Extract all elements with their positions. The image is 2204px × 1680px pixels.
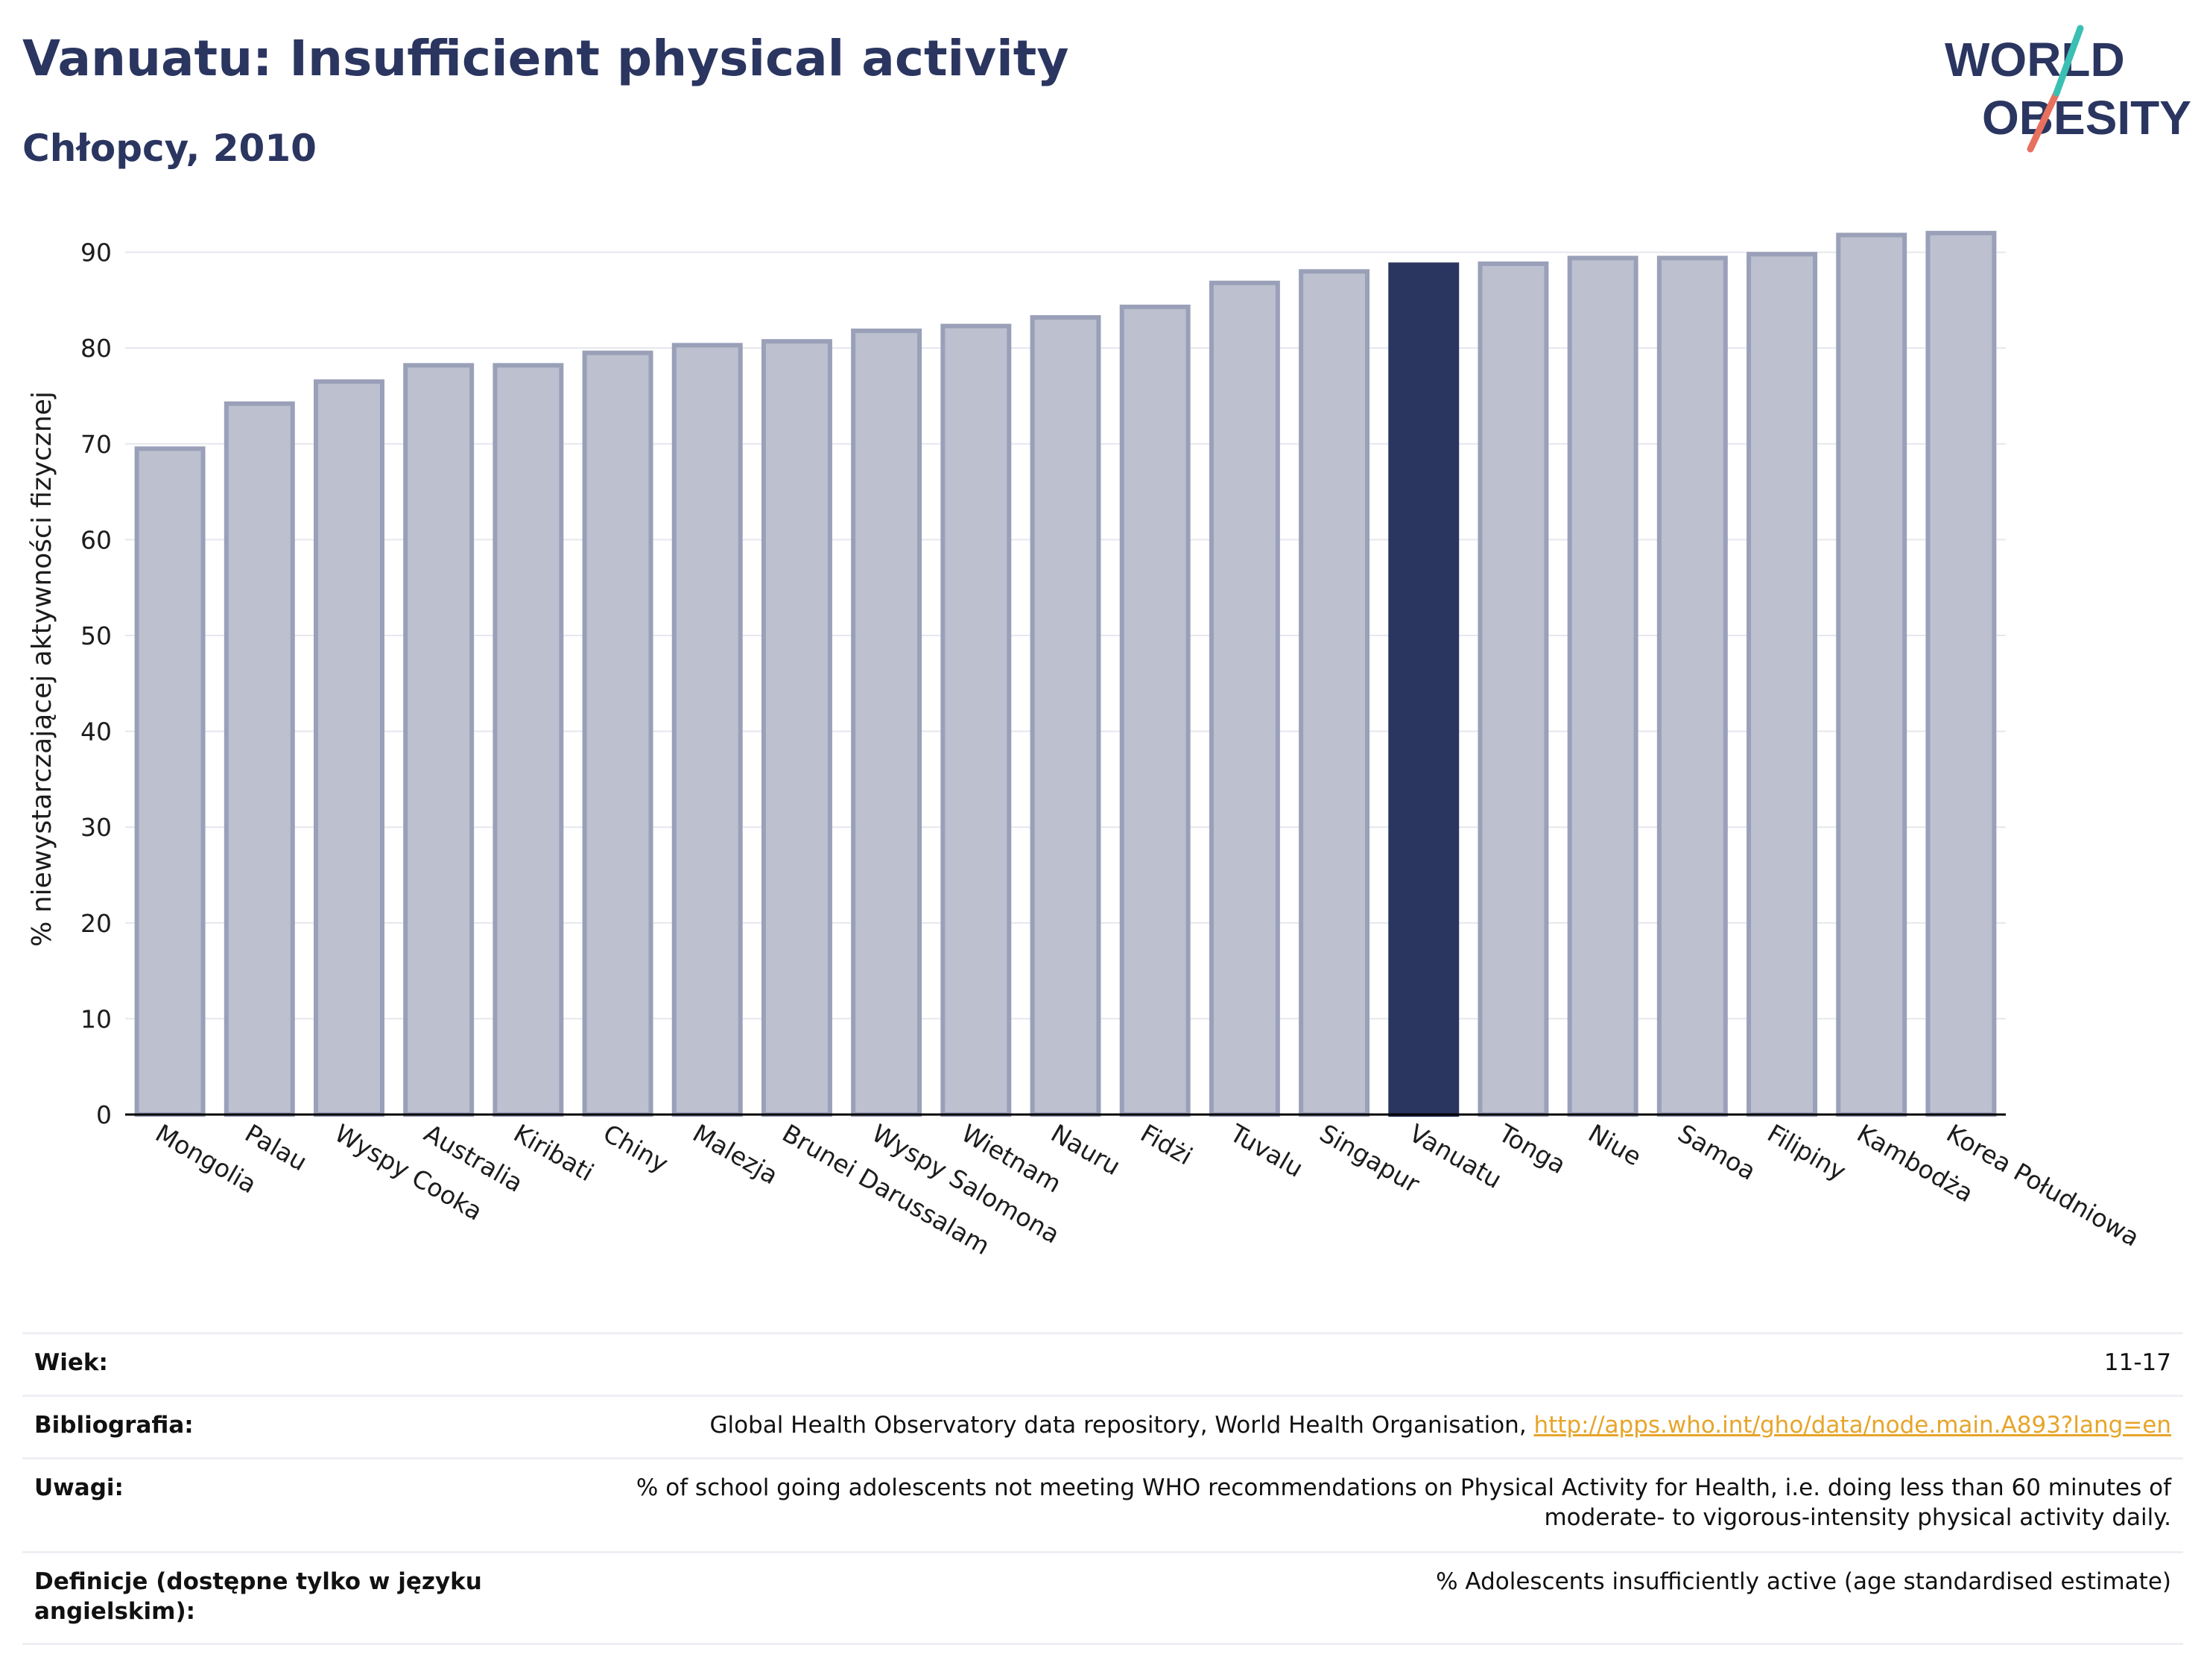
x-tick-label: Samoa [1673,1118,1761,1186]
y-tick-label: 0 [96,1100,112,1129]
bar-singapur [1299,269,1370,1118]
meta-row-age: Wiek: 11-17 [22,1332,2183,1395]
bar-vanuatu [1388,262,1460,1117]
bar-palau [224,401,295,1117]
meta-row-bibliography: Bibliografia: Global Health Observatory … [22,1395,2183,1457]
bar-brunei-darussalam [761,339,832,1117]
bar-wyspy-salomona [851,329,922,1117]
y-tick-label: 40 [80,717,112,747]
y-tick-label: 70 [80,430,112,459]
meta-value-age: 11-17 [2103,1349,2171,1376]
bar-chiny [582,350,653,1117]
x-tick-label: Malezja [688,1118,783,1190]
bar-samoa [1656,256,1728,1118]
bar-filipiny [1747,252,1817,1117]
y-axis-label: % niewystarczającej aktywności fizycznej [27,391,57,947]
bar-tonga [1478,261,1549,1117]
y-tick-label: 30 [80,813,112,842]
logo-line2: OBESITY [1982,91,2191,145]
logo-line1: WORLD [1945,33,2125,86]
bar-niue [1567,256,1638,1118]
bar-australia [403,363,475,1117]
meta-label-age: Wiek: [34,1349,108,1376]
y-tick-label: 90 [80,238,112,267]
source-link[interactable]: http://apps.who.int/gho/data/node.main.A… [1533,1412,2171,1439]
x-tick-label: Niue [1583,1118,1647,1171]
bar-tuvalu [1209,280,1280,1118]
x-tick-label: Tuvalu [1225,1118,1308,1183]
logo-coral-stroke [2027,89,2060,153]
meta-value-definitions: % Adolescents insufficiently active (age… [1436,1568,2171,1595]
y-tick-label: 60 [80,525,112,554]
bar-nauru [1030,315,1101,1117]
meta-label-notes: Uwagi: [34,1474,124,1501]
meta-row-definitions: Definicje (dostępne tylko w języku angie… [22,1551,2183,1645]
x-tick-label: Fidżi [1136,1118,1197,1170]
meta-row-notes: Uwagi: % of school going adolescents not… [22,1457,2183,1551]
page-title: Vanuatu: Insufficient physical activity [22,30,1069,87]
y-tick-label: 80 [80,334,112,363]
meta-label-bibliography: Bibliografia: [34,1412,194,1439]
page-subtitle: Chłopcy, 2010 [22,127,317,170]
bar-korea-południowa [1925,230,1997,1117]
bar-fidżi [1119,304,1191,1117]
bar-wietnam [940,323,1012,1118]
bar-mongolia [134,446,206,1118]
bar-kambodża [1836,232,1907,1118]
y-tick-label: 50 [80,621,112,650]
bibliography-text: Global Health Observatory data repositor… [709,1412,1534,1439]
meta-value-notes: % of school going adolescents not meetin… [636,1474,2171,1531]
x-tick-label: Vanuatu [1405,1118,1507,1194]
x-tick-label: Mongolia [151,1118,262,1199]
x-tick-label: Wyspy Cooka [329,1118,487,1226]
meta-label-definitions: Definicje (dostępne tylko w języku angie… [34,1568,482,1625]
meta-value-bibliography: Global Health Observatory data repositor… [709,1410,2171,1440]
x-tick-label: Singapur [1315,1118,1425,1199]
logo-teal-stroke [2053,25,2084,97]
bar-malezja [671,343,743,1118]
y-tick-label: 10 [80,1004,112,1033]
x-tick-label: Chiny [598,1118,674,1179]
metadata-table: Wiek: 11-17 Bibliografia: Global Health … [22,1332,2183,1645]
bar-wyspy-cooka [314,379,384,1117]
y-tick-label: 20 [80,909,112,938]
bar-kiribati [493,363,564,1117]
world-obesity-logo: WORLD OBESITY [1945,25,2191,153]
x-tick-label: Filipiny [1763,1118,1852,1186]
